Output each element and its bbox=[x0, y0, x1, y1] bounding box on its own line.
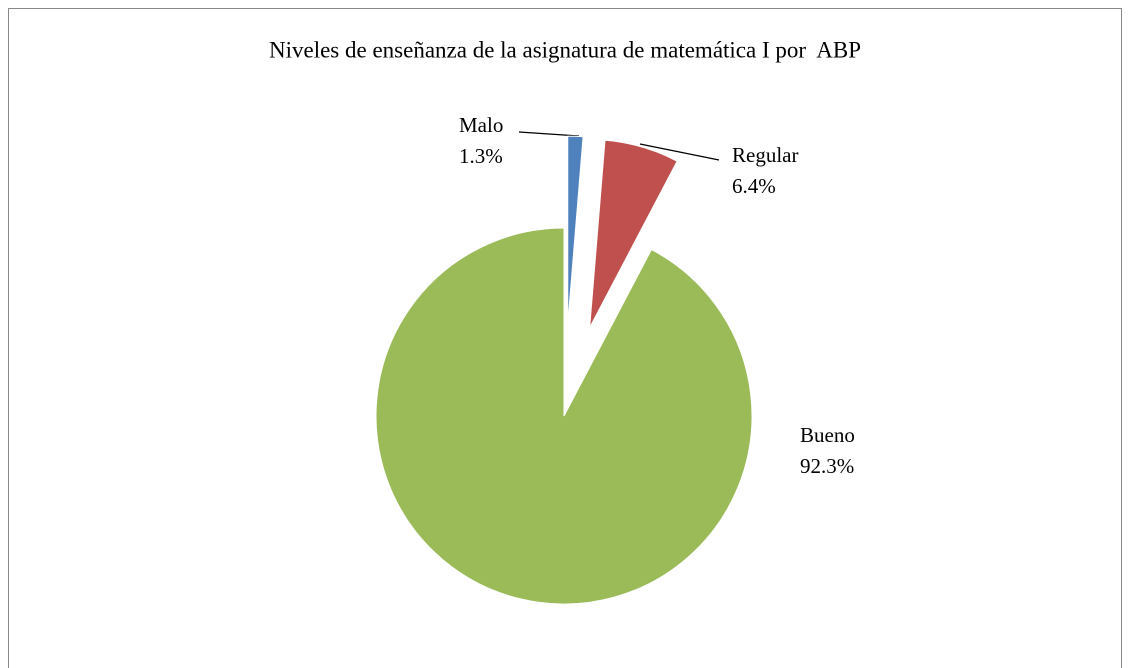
pie-slice bbox=[589, 139, 678, 328]
chart-title: Niveles de enseñanza de la asignatura de… bbox=[269, 37, 861, 62]
leader-line bbox=[639, 143, 720, 161]
slice-label: Malo bbox=[459, 113, 503, 137]
slice-value-label: 6.4% bbox=[732, 174, 776, 198]
slice-label: Regular bbox=[732, 143, 798, 167]
slice-label: Bueno bbox=[800, 423, 855, 447]
leader-line bbox=[518, 131, 580, 137]
pie-slice bbox=[567, 135, 584, 325]
slice-value-label: 92.3% bbox=[800, 454, 854, 478]
slice-value-label: 1.3% bbox=[459, 144, 503, 168]
pie-slice bbox=[375, 227, 753, 605]
